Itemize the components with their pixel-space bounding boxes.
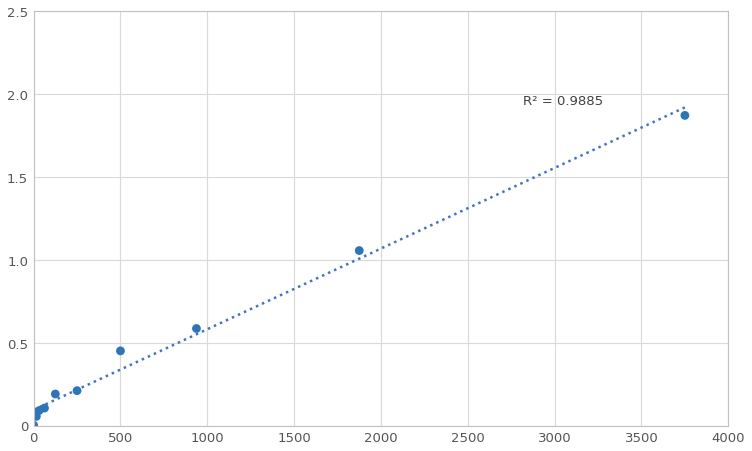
Text: R² = 0.9885: R² = 0.9885	[523, 95, 604, 108]
Point	[71, 387, 83, 395]
Point	[38, 405, 50, 412]
Point	[353, 248, 365, 255]
Point	[30, 413, 42, 420]
Point	[679, 113, 691, 120]
Point	[114, 347, 126, 354]
Point	[33, 407, 45, 414]
Point	[28, 422, 40, 429]
Point	[50, 391, 62, 398]
Point	[190, 325, 202, 332]
